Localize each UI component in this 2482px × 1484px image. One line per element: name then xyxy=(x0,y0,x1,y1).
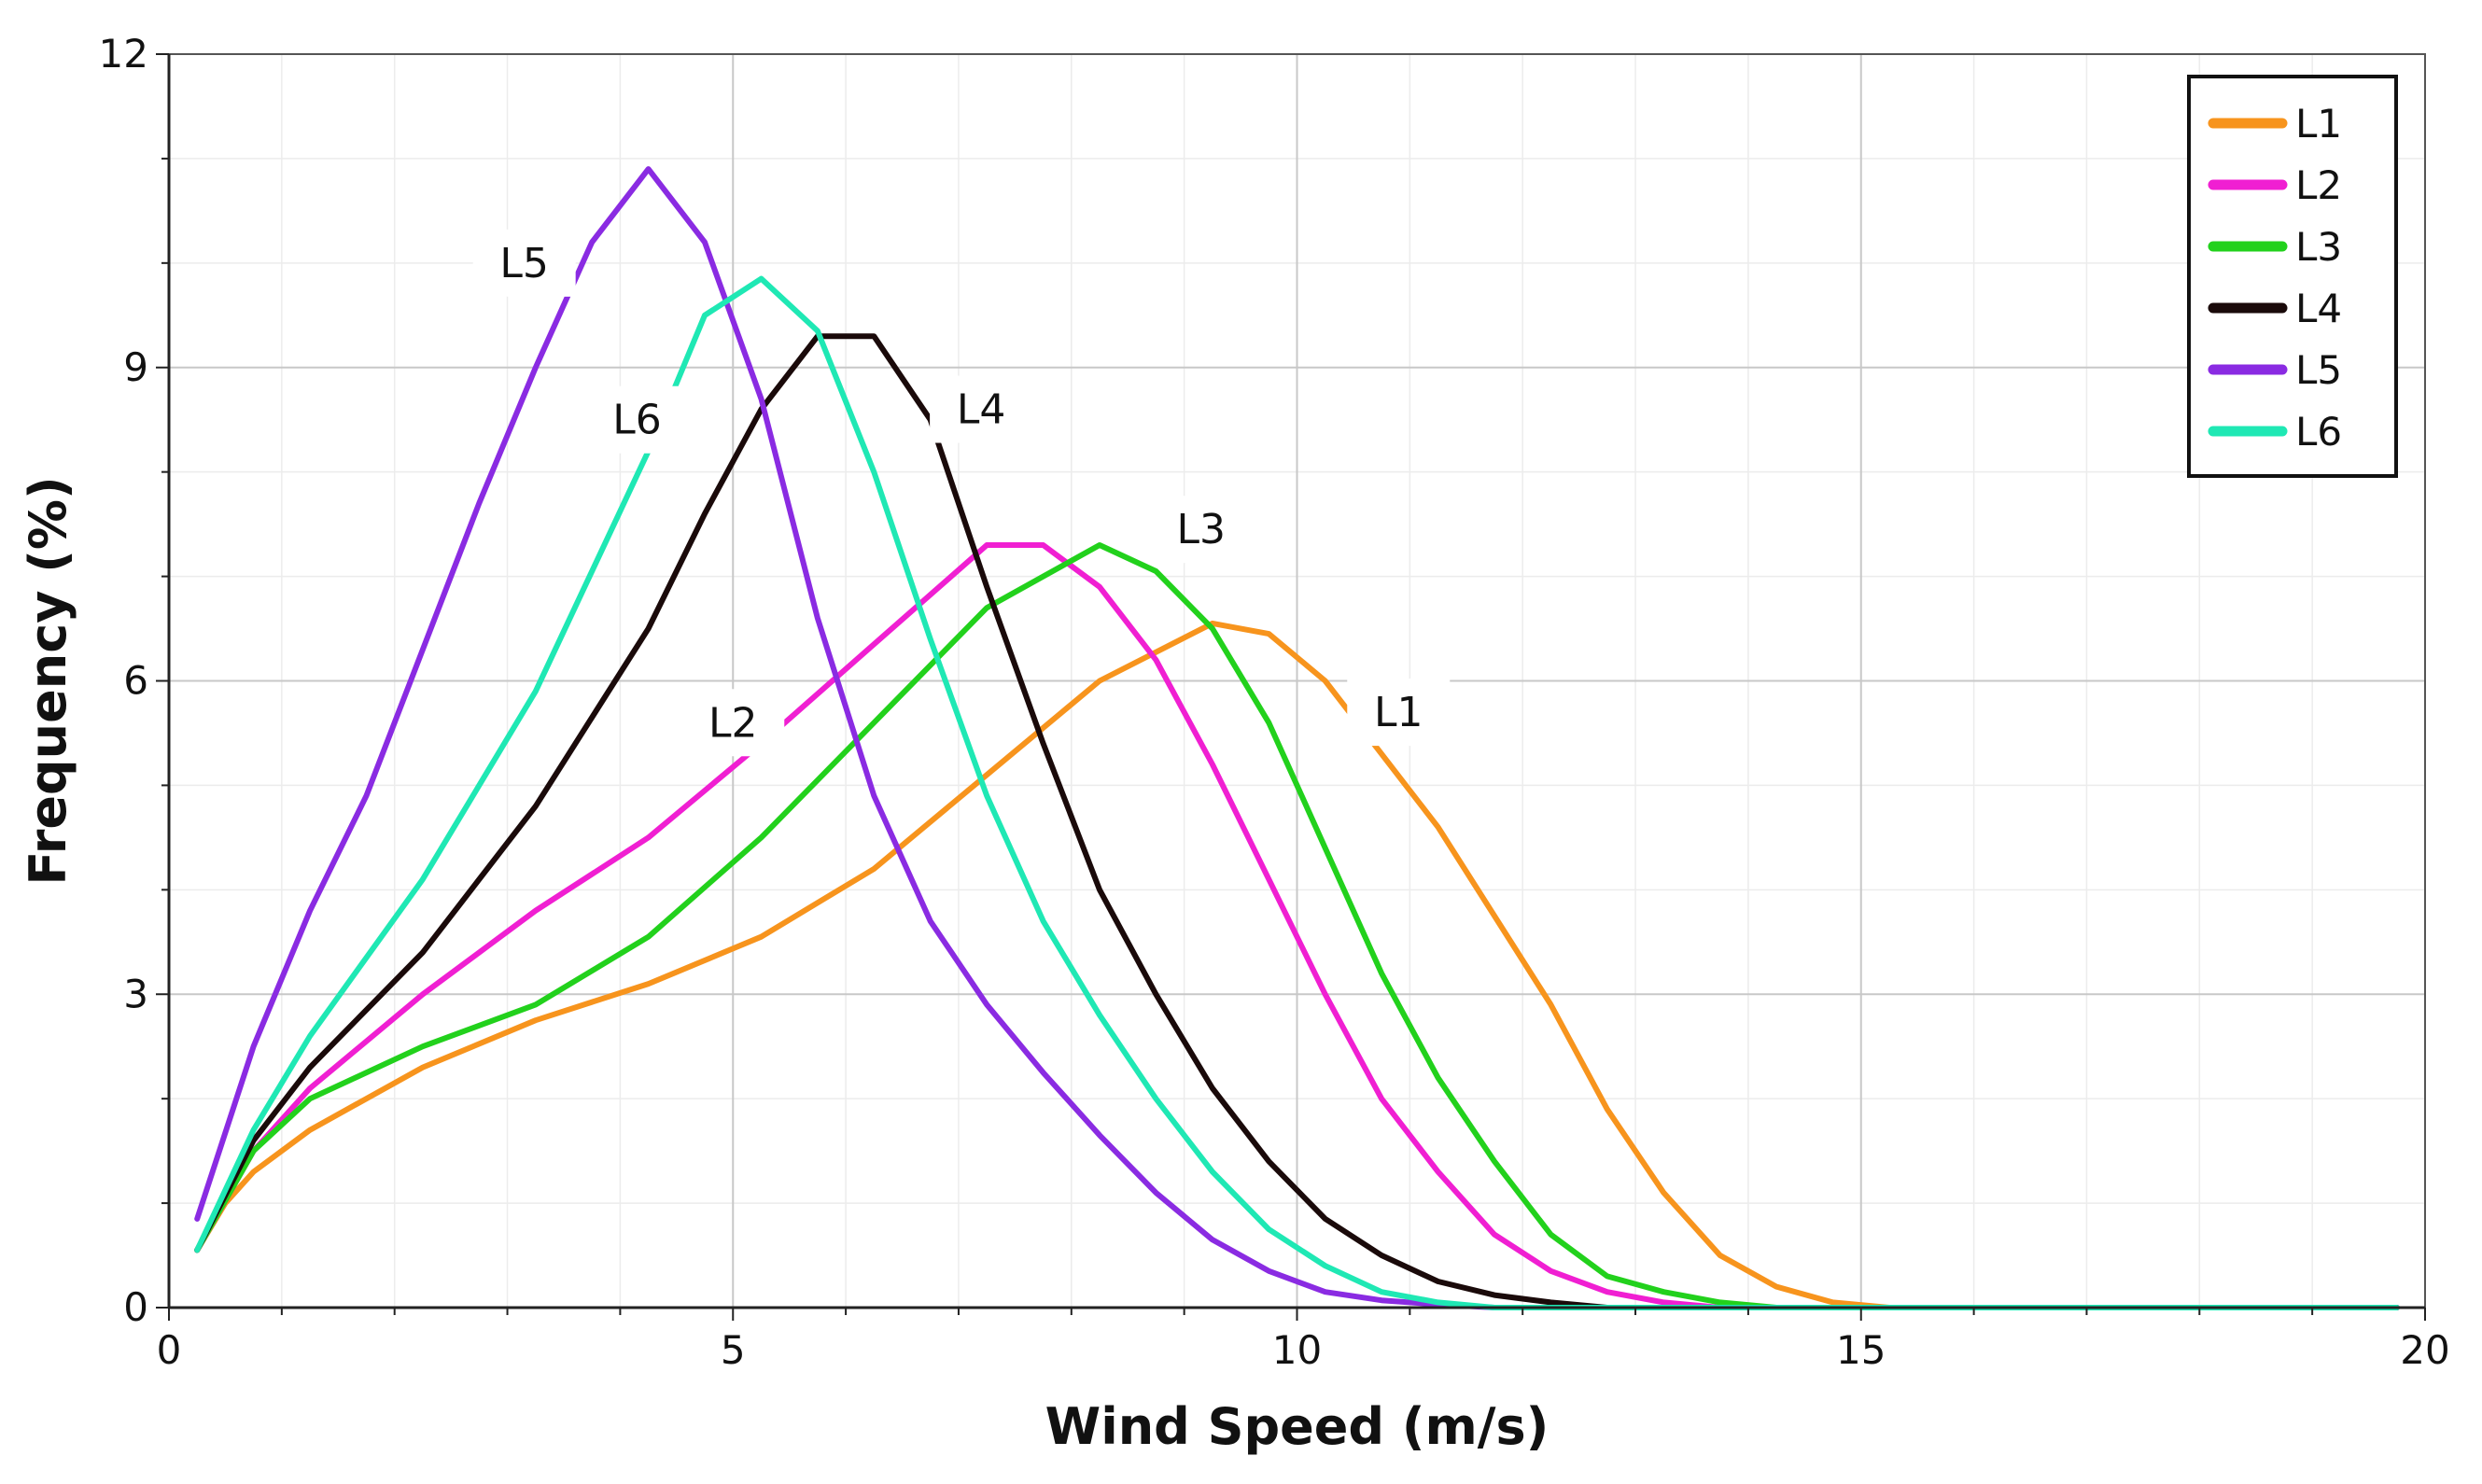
x-tick-label: 15 xyxy=(1836,1327,1886,1373)
y-tick-label: 0 xyxy=(123,1284,148,1330)
legend-label: L5 xyxy=(2295,347,2342,393)
y-axis-title: Frequency (%) xyxy=(19,476,77,885)
annotation-label: L6 xyxy=(612,397,662,444)
legend-label: L1 xyxy=(2295,101,2342,147)
legend-item-l4: L4 xyxy=(2208,286,2342,331)
annotation-l5: L5 xyxy=(472,229,576,297)
legend-label: L6 xyxy=(2295,409,2342,455)
major-grid xyxy=(169,54,2425,1308)
annotation-l1: L1 xyxy=(1347,679,1451,747)
annotation-label: L4 xyxy=(957,386,1006,434)
annotation-mask xyxy=(472,229,576,297)
annotation-label: L1 xyxy=(1374,689,1423,736)
legend-item-l6: L6 xyxy=(2208,409,2342,455)
legend-label: L3 xyxy=(2295,224,2342,270)
series-line-l4 xyxy=(194,333,2400,1310)
annotation-l6: L6 xyxy=(585,385,689,454)
annotation-l2: L2 xyxy=(681,689,785,757)
annotation-mask xyxy=(585,385,689,454)
series-layer xyxy=(194,166,2400,1310)
annotation-l4: L4 xyxy=(930,375,1033,443)
x-tick-label: 0 xyxy=(157,1327,182,1373)
y-tick-label: 6 xyxy=(123,658,148,704)
y-tick-label: 12 xyxy=(99,31,148,77)
x-tick-label: 20 xyxy=(2400,1327,2449,1373)
series-line-l3 xyxy=(194,542,2400,1310)
annotation-mask xyxy=(930,375,1033,443)
y-tick-label: 9 xyxy=(123,344,148,390)
y-tick-label: 3 xyxy=(123,971,148,1016)
series-line-l6 xyxy=(194,275,2400,1310)
x-tick-label: 5 xyxy=(721,1327,746,1373)
legend-item-l1: L1 xyxy=(2208,101,2342,147)
legend-item-l2: L2 xyxy=(2208,162,2342,208)
x-axis-title: Wind Speed (m/s) xyxy=(1045,1397,1549,1456)
annotation-layer: L5 L6 L4 L3 L2 L1 xyxy=(472,229,1451,757)
legend-label: L2 xyxy=(2295,162,2342,208)
legend-box xyxy=(2187,75,2398,478)
series-line-l5 xyxy=(194,166,2400,1310)
series-line-l2 xyxy=(194,542,2400,1310)
series-line-l1 xyxy=(194,620,2400,1310)
tick-layer: 0 5 10 15 20 0 3 6 9 12 xyxy=(99,31,2450,1373)
annotation-l3: L3 xyxy=(1149,496,1253,564)
annotation-label: L5 xyxy=(499,240,549,287)
annotation-label: L3 xyxy=(1177,506,1227,553)
legend-item-l3: L3 xyxy=(2208,224,2342,270)
annotation-mask xyxy=(1149,496,1253,564)
legend-item-l5: L5 xyxy=(2208,347,2342,393)
annotation-mask xyxy=(681,689,785,757)
annotation-label: L2 xyxy=(708,699,758,747)
legend-label: L4 xyxy=(2295,286,2342,331)
x-tick-label: 10 xyxy=(1272,1327,1322,1373)
annotation-mask xyxy=(1347,679,1451,747)
legend: L1 L2 L3 L4 L5 L6 xyxy=(2187,75,2398,478)
